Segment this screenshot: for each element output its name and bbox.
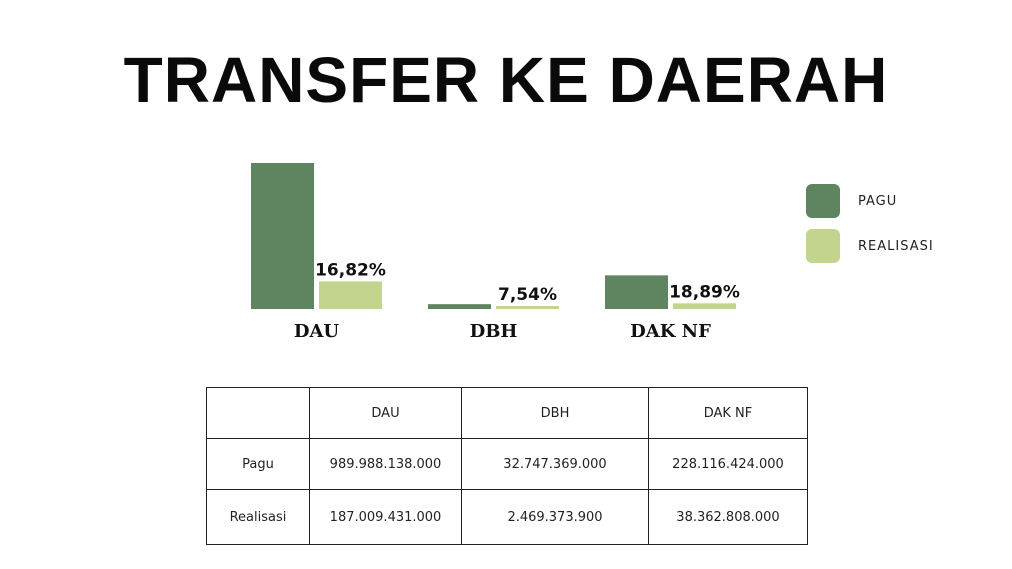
bar-realisasi-dbh bbox=[496, 306, 559, 309]
legend-label-realisasi: REALISASI bbox=[858, 238, 934, 254]
bar-chart: 16,82% DAU 7,54% DBH 18,89% DAK NF bbox=[251, 163, 740, 342]
bar-realisasi-dak-nf bbox=[673, 303, 736, 309]
table-header-cell: DBH bbox=[461, 387, 649, 439]
legend-label-pagu: PAGU bbox=[858, 193, 898, 209]
table-cell: 2.469.373.900 bbox=[461, 489, 649, 545]
table-row-label: Pagu bbox=[206, 438, 310, 490]
data-label-dak-nf: 18,89% bbox=[669, 282, 740, 302]
category-label-dbh: DBH bbox=[470, 321, 518, 342]
data-table: DAU DBH DAK NF Pagu 989.988.138.000 32.7… bbox=[206, 387, 808, 545]
bar-pagu-dau bbox=[251, 163, 314, 309]
table-header-cell: DAU bbox=[309, 387, 462, 439]
table-cell: 32.747.369.000 bbox=[461, 438, 649, 490]
table-cell: 228.116.424.000 bbox=[648, 438, 808, 490]
legend-item-realisasi: REALISASI bbox=[806, 229, 934, 263]
table-header-cell: DAK NF bbox=[648, 387, 808, 439]
data-label-dau: 16,82% bbox=[315, 260, 386, 280]
table-cell: 38.362.808.000 bbox=[648, 489, 808, 545]
table-row-label: Realisasi bbox=[206, 489, 310, 545]
table-row: Realisasi 187.009.431.000 2.469.373.900 … bbox=[206, 489, 808, 545]
table-header-row: DAU DBH DAK NF bbox=[206, 387, 808, 439]
category-label-dau: DAU bbox=[294, 321, 340, 342]
table-cell: 187.009.431.000 bbox=[309, 489, 462, 545]
legend-swatch-pagu bbox=[806, 184, 840, 218]
table-cell: 989.988.138.000 bbox=[309, 438, 462, 490]
bar-realisasi-dau bbox=[319, 281, 382, 309]
category-label-dak-nf: DAK NF bbox=[630, 321, 711, 342]
bar-pagu-dak-nf bbox=[605, 275, 668, 309]
legend-item-pagu: PAGU bbox=[806, 184, 897, 218]
page-title: TRANSFER KE DAERAH bbox=[123, 44, 889, 116]
table-header-cell bbox=[206, 387, 310, 439]
legend-swatch-realisasi bbox=[806, 229, 840, 263]
bar-pagu-dbh bbox=[428, 304, 491, 309]
data-label-dbh: 7,54% bbox=[498, 285, 557, 305]
table-row: Pagu 989.988.138.000 32.747.369.000 228.… bbox=[206, 438, 808, 490]
